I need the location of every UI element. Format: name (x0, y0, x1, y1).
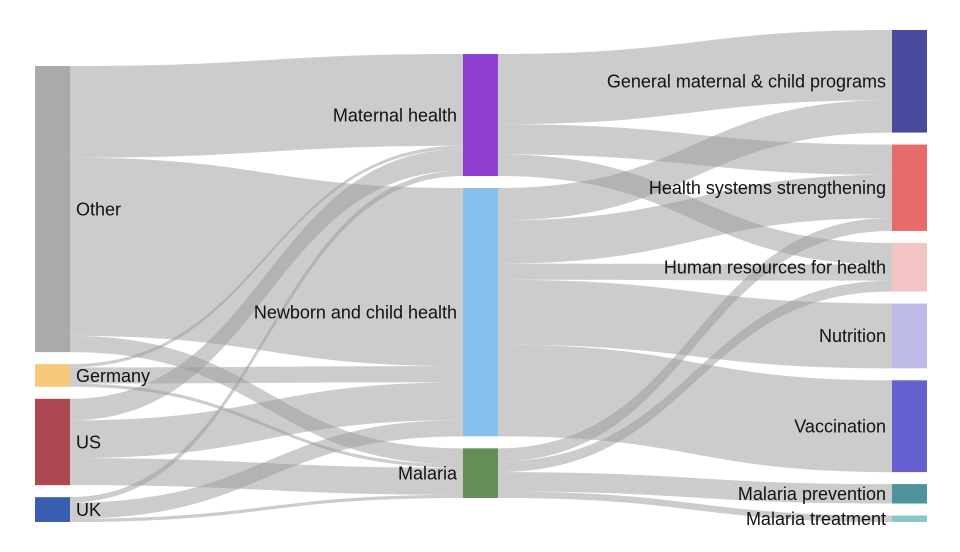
node-other[interactable] (35, 66, 70, 353)
node-label-malaria_prev: Malaria prevention (738, 484, 886, 504)
link-other-to-malaria[interactable] (70, 335, 463, 465)
link-maternal-to-general[interactable] (498, 30, 892, 125)
node-uk[interactable] (35, 497, 70, 522)
link-newborn-to-hss[interactable] (498, 174, 892, 264)
node-newborn[interactable] (463, 188, 498, 437)
node-label-other: Other (76, 199, 121, 219)
links-layer (70, 30, 892, 522)
link-uk-to-maternal[interactable] (70, 170, 463, 503)
node-label-germany: Germany (76, 366, 150, 386)
link-uk-to-malaria[interactable] (70, 494, 463, 522)
node-nutrition[interactable] (892, 303, 927, 369)
node-label-maternal: Maternal health (333, 105, 457, 125)
link-malaria-to-malaria_treat[interactable] (498, 491, 892, 522)
node-label-uk: UK (76, 500, 101, 520)
link-uk-to-newborn[interactable] (70, 420, 463, 519)
node-label-malaria: Malaria (398, 463, 458, 483)
link-newborn-to-vaccination[interactable] (498, 344, 892, 473)
link-malaria-to-hrh[interactable] (498, 280, 892, 473)
node-malaria_prev[interactable] (892, 484, 927, 504)
node-us[interactable] (35, 398, 70, 486)
link-newborn-to-hrh[interactable] (498, 263, 892, 281)
node-malaria_treat[interactable] (892, 515, 927, 522)
node-label-newborn: Newborn and child health (254, 302, 457, 322)
link-other-to-maternal[interactable] (70, 54, 463, 158)
link-newborn-to-general[interactable] (498, 100, 892, 221)
link-germany-to-maternal[interactable] (70, 145, 463, 368)
node-label-malaria_treat: Malaria treatment (746, 509, 886, 529)
node-hrh[interactable] (892, 242, 927, 292)
node-label-nutrition: Nutrition (819, 326, 886, 346)
node-hss[interactable] (892, 144, 927, 231)
nodes-layer (35, 30, 927, 522)
link-malaria-to-malaria_prev[interactable] (498, 472, 892, 504)
link-us-to-maternal[interactable] (70, 149, 463, 421)
node-label-us: US (76, 432, 101, 452)
node-maternal[interactable] (463, 54, 498, 177)
node-label-hrh: Human resources for health (664, 258, 886, 278)
node-germany[interactable] (35, 364, 70, 387)
labels-layer: Other Germany US UK Maternal health Newborn a… (76, 72, 886, 529)
node-vaccination[interactable] (892, 380, 927, 473)
link-malaria-to-hss[interactable] (498, 217, 892, 462)
node-general[interactable] (892, 30, 927, 133)
node-label-hss: Health systems strengthening (649, 178, 886, 198)
node-malaria[interactable] (463, 448, 498, 498)
link-us-to-newborn[interactable] (70, 382, 463, 459)
node-label-vaccination: Vaccination (794, 417, 886, 437)
node-label-general: General maternal & child programs (607, 72, 886, 92)
